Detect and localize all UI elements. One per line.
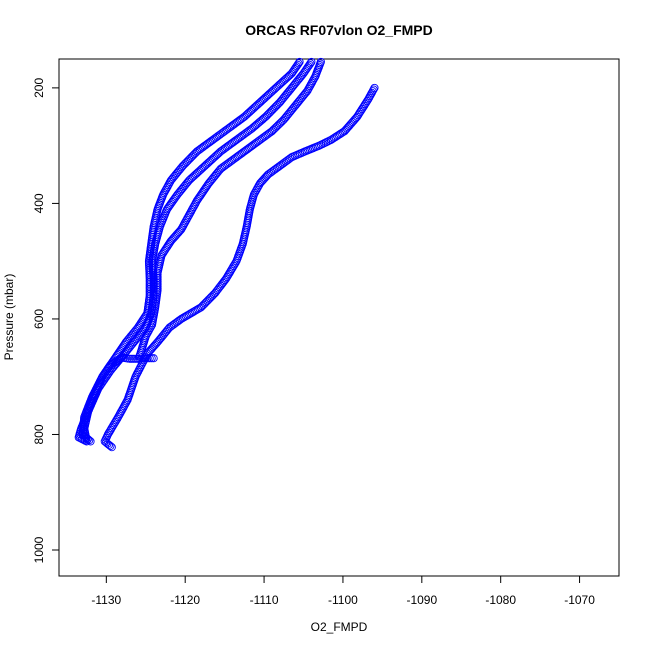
data-point (243, 144, 252, 153)
data-point (86, 437, 95, 446)
data-point (245, 143, 254, 152)
y-tick-label: 800 (32, 424, 46, 444)
x-axis: -1130 -1120 -1110 -1100 -1090 -1080 -1070 (91, 576, 595, 607)
x-tick-label: -1110 (250, 593, 279, 607)
x-axis-label: O2_FMPD (311, 620, 368, 634)
chart-title: ORCAS RF07vlon O2_FMPD (245, 22, 432, 38)
y-tick-label: 200 (32, 78, 46, 98)
data-point (106, 441, 115, 451)
x-tick-label: -1090 (406, 593, 437, 607)
data-point (242, 145, 251, 155)
data-point (171, 193, 180, 202)
data-point (240, 146, 249, 156)
y-tick-label: 400 (32, 193, 46, 213)
data-point (252, 138, 261, 147)
data-point (145, 354, 154, 363)
data-point (127, 354, 137, 363)
data-point (168, 235, 177, 244)
data-point (246, 142, 255, 151)
data-points (74, 57, 379, 452)
data-point (236, 150, 245, 159)
y-axis-label: Pressure (mbar) (2, 274, 16, 361)
x-tick-label: -1080 (485, 593, 516, 607)
x-tick-label: -1130 (91, 593, 121, 607)
data-point (239, 147, 248, 157)
data-point (131, 354, 140, 363)
data-point (172, 192, 181, 201)
x-tick-label: -1120 (170, 593, 200, 607)
data-point (170, 195, 179, 204)
data-point (168, 197, 177, 207)
data-point (107, 443, 116, 452)
data-point (198, 302, 207, 311)
data-point (143, 354, 152, 363)
data-point (133, 354, 142, 363)
data-point (250, 139, 259, 148)
data-point (129, 354, 138, 363)
data-point (104, 440, 114, 449)
y-tick-label: 1000 (32, 536, 46, 563)
x-tick-label: -1070 (564, 593, 595, 607)
data-point (169, 196, 178, 205)
y-axis: 200 400 600 800 1000 (32, 78, 59, 563)
data-point (82, 436, 91, 445)
data-point (249, 140, 258, 149)
data-point (147, 354, 156, 363)
data-point (238, 149, 247, 158)
data-point (167, 199, 176, 208)
plot-frame (58, 58, 620, 577)
data-point (247, 141, 257, 150)
data-point (149, 354, 158, 363)
data-point (173, 190, 182, 199)
data-point (166, 200, 175, 209)
data-point (250, 189, 259, 198)
y-tick-label: 600 (32, 309, 46, 329)
x-tick-label: -1100 (328, 593, 358, 607)
data-point (165, 202, 174, 211)
